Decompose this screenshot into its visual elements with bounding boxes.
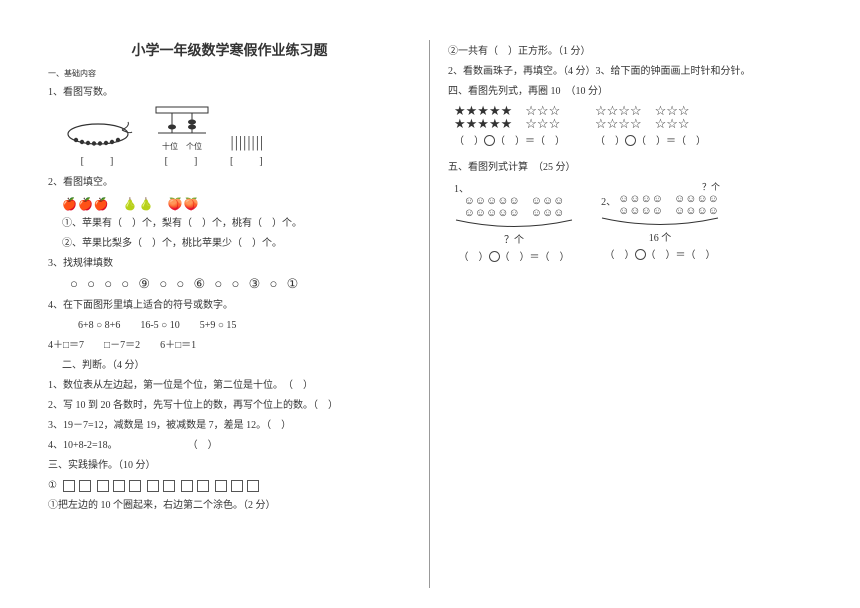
q1-bracket-1: [ ] [81,152,116,167]
page-title: 小学一年级数学寒假作业练习题 [48,40,411,60]
q1-bracket-3: [ ] [230,152,265,167]
section-1-label: 一、基础内容 [48,68,411,81]
r-line-sq: ②一共有（ ）正方形。（1 分） [448,44,812,60]
q2-fruit-row: 🍎🍎🍎 🍐🍐 🍑🍑 [62,195,411,212]
q5-under-1: ？个 [504,231,524,246]
faces-2: ☺☺☺☺ ☺☺☺☺☺☺☺☺ ☺☺☺☺ [618,193,719,217]
q1-label: 1、看图写数。 [48,85,411,101]
circled-1: ① [48,478,57,494]
s2-i1: 1、数位表从左边起，第一位是个位，第二位是十位。 （ ） [48,378,411,394]
q5-num-2: 2、 [601,193,616,208]
q4-label: 4、在下面图形里填上适合的符号或数字。 [48,298,411,314]
q4-row1: 6+8 ○ 8+6 16-5 ○ 10 5+9 ○ 15 [78,318,411,334]
eq-1: （ ）（ ）＝（ ） [454,134,565,150]
section-5-label: 五、看图列式计算 （25 分） [448,160,812,176]
section-4-label: 四、看图先列式，再圈 10 （10 分） [448,84,812,100]
section-2-label: 二、判断。（4 分） [48,358,411,374]
q3-circles: ○ ○ ○ ○ ⑨ ○ ○ ⑥ ○ ○ ③ ○ ① [70,276,411,292]
r-line-beads: 2、看数画珠子，再填空。（4 分）3、给下面的钟面画上时针和分针。 [448,64,812,80]
s2-i3: 3、19－7=12，减数是 19，被减数是 7，差是 12。（ ） [48,418,411,434]
s3-boxes-row: ① [48,478,411,494]
q5-top-q: ？个 [702,180,720,193]
s2-i4: 4、10+8-2=18。 （ ） [48,438,411,454]
q3-label: 3、找规律填数 [48,256,411,272]
q1-abacus: 十位 个位 [ ] [152,105,212,167]
q1-figures: [ ] 十位 个位 [ ] [62,105,411,167]
q5-faces: 1、 ☺☺☺☺☺ ☺☺☺☺☺☺☺☺ ☺☺☺ ？个 （ ）（ ）＝（ ） ？个 2… [454,180,812,270]
q1-bracket-2: [ ] [165,152,200,167]
stars-block-2: ☆☆☆☆ ☆☆☆☆☆☆☆ ☆☆☆ [595,104,706,130]
eq-2: （ ）（ ）＝（ ） [595,134,706,150]
eq-4: （ ）（ ）＝（ ） [605,248,716,264]
q2-label: 2、看图填空。 [48,175,411,191]
q4-row2: 4＋□＝7 □－7＝2 6＋□＝1 [48,338,411,354]
stars-block-1: ★★★★★ ☆☆☆★★★★★ ☆☆☆ [454,104,565,130]
q1-tally: |||||||| [ ] [230,134,265,167]
q2-line2: ②、苹果比梨多（ ）个，桃比苹果少（ ）个。 [48,236,411,252]
q2-line1: ①、苹果有（ ）个，梨有（ ）个，桃有（ ）个。 [48,216,411,232]
q5-under-2: 16 个 [649,229,672,244]
q4-stars: ★★★★★ ☆☆☆★★★★★ ☆☆☆ （ ）（ ）＝（ ） ☆☆☆☆ ☆☆☆☆☆… [454,104,812,154]
eq-3: （ ）（ ）＝（ ） [459,250,570,266]
section-3-label: 三、实践操作。（10 分） [48,458,411,474]
s2-i2: 2、写 10 到 20 各数时，先写十位上的数，再写个位上的数。（ ） [48,398,411,414]
faces-1: ☺☺☺☺☺ ☺☺☺☺☺☺☺☺ ☺☺☺ [464,195,565,219]
q1-beads: [ ] [62,120,134,167]
q5-num-1: 1、 [454,180,469,195]
s3-sub1: ①把左边的 10 个圈起来，右边第二个涂色。（2 分） [48,498,411,514]
abacus-labels: 十位 个位 [162,141,202,152]
